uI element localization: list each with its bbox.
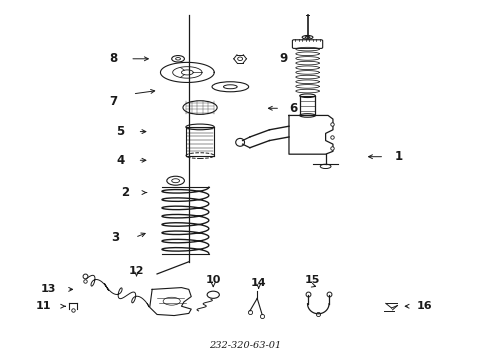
- Text: 11: 11: [36, 301, 51, 311]
- Text: 3: 3: [111, 231, 120, 244]
- Text: 6: 6: [290, 102, 298, 115]
- Text: 14: 14: [251, 278, 267, 288]
- Text: 4: 4: [116, 154, 124, 167]
- Text: 15: 15: [305, 275, 320, 285]
- Text: 9: 9: [279, 52, 287, 65]
- Text: 2: 2: [121, 186, 129, 199]
- Text: 10: 10: [205, 275, 221, 285]
- Text: 232-320-63-01: 232-320-63-01: [209, 341, 281, 350]
- Text: 13: 13: [41, 284, 56, 294]
- Text: 7: 7: [109, 95, 117, 108]
- Text: 5: 5: [116, 125, 124, 138]
- Text: 16: 16: [417, 301, 433, 311]
- Text: 8: 8: [109, 52, 117, 65]
- Text: 12: 12: [129, 266, 144, 276]
- Text: 1: 1: [395, 150, 403, 163]
